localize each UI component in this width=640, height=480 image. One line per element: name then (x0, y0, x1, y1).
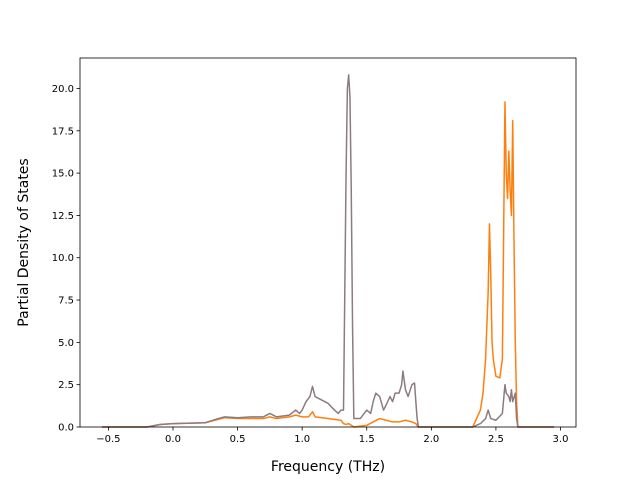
y-tick-label: 0.0 (58, 423, 74, 434)
y-tick-label: 2.5 (58, 380, 74, 391)
x-tick-label: 3.0 (553, 434, 569, 445)
series-line-1 (101, 101, 555, 428)
x-tick-label: −0.5 (96, 434, 120, 445)
series-line-2 (101, 74, 555, 428)
x-tick-label: 2.5 (488, 434, 504, 445)
y-axis-label: Partial Density of States (16, 158, 32, 326)
x-tick-label: 2.0 (423, 434, 439, 445)
y-tick-label: 20.0 (52, 84, 74, 95)
plot-frame (79, 57, 577, 428)
y-tick-label: 15.0 (52, 169, 74, 180)
y-tick-label: 17.5 (52, 126, 74, 137)
x-tick-label: 1.5 (359, 434, 375, 445)
y-tick-label: 12.5 (52, 211, 74, 222)
x-axis-ticks: −0.5 0.0 0.5 1.0 1.5 2.0 2.5 3.0 (96, 427, 568, 445)
y-tick-label: 7.5 (58, 296, 74, 307)
series-layer (101, 74, 555, 428)
x-tick-label: 0.5 (230, 434, 246, 445)
y-tick-label: 5.0 (58, 338, 74, 349)
x-tick-label: 0.0 (165, 434, 181, 445)
y-axis-ticks: 0.0 2.5 5.0 7.5 10.0 12.5 15.0 17.5 20.0 (52, 84, 80, 434)
y-tick-label: 10.0 (52, 253, 74, 264)
x-axis-label: Frequency (THz) (271, 459, 385, 475)
x-tick-label: 1.0 (294, 434, 310, 445)
